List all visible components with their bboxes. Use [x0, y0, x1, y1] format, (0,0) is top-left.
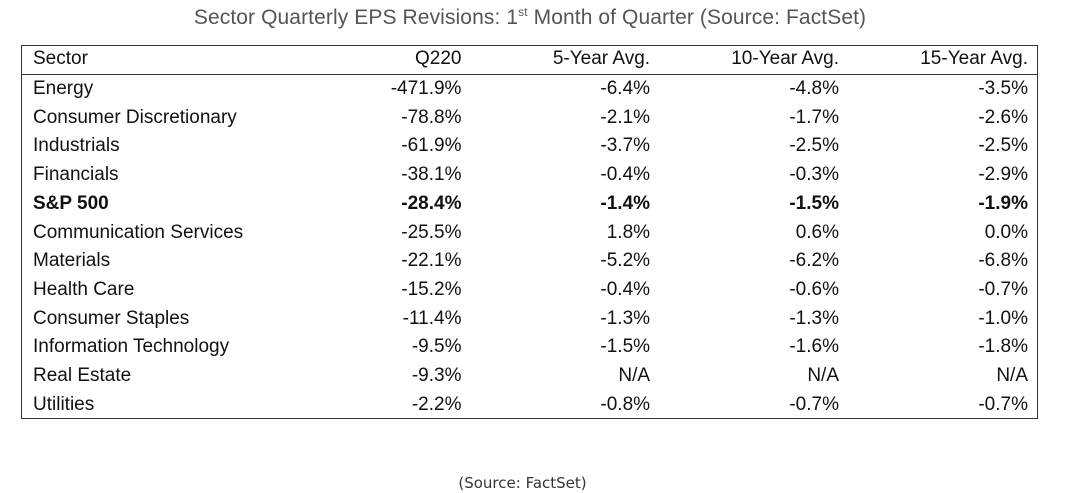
sector-name-cell: Consumer Staples — [33, 307, 190, 329]
15yr-avg-value-cell: N/A — [996, 365, 1028, 387]
q220-value-cell: -2.2% — [411, 393, 462, 415]
10yr-avg-value-cell: -2.5% — [789, 135, 839, 157]
title-superscript: st — [518, 5, 528, 19]
title-text-before: Sector Quarterly EPS Revisions: 1 — [193, 6, 519, 29]
sector-name-cell: Health Care — [33, 278, 135, 300]
table-row: Financials -38.1% -0.4% -0.3% -2.9% — [21, 161, 1038, 190]
5yr-avg-value-cell: -6.4% — [600, 78, 651, 99]
q220-value-cell: -9.3% — [411, 365, 462, 387]
q220-value-cell: -61.9% — [401, 135, 462, 157]
15yr-avg-value-cell: -0.7% — [978, 278, 1028, 300]
q220-value-cell: -22.1% — [401, 250, 462, 272]
table-row: Energy -471.9% -6.4% -4.8% -3.5% — [21, 75, 1038, 104]
10yr-avg-value-cell: -1.3% — [789, 307, 839, 329]
10yr-avg-value-cell: N/A — [807, 365, 839, 387]
table-row: Utilities -2.2% -0.8% -0.7% -0.7% — [21, 391, 1038, 420]
15yr-avg-value-cell: -6.8% — [978, 250, 1028, 272]
q220-value-cell: -78.8% — [401, 106, 462, 128]
q220-value-cell: -9.5% — [411, 336, 462, 358]
5yr-avg-value-cell: -5.2% — [600, 250, 651, 272]
column-header-10yr: 10-Year Avg. — [650, 45, 839, 75]
table-row: Information Technology -9.5% -1.5% -1.6% -1.… — [21, 333, 1038, 362]
column-header-15yr: 15-Year Avg. — [839, 45, 1038, 75]
q220-value-cell: -25.5% — [401, 221, 462, 243]
table-row: Materials -22.1% -5.2% -6.2% -6.8% — [21, 247, 1038, 276]
sector-name-cell: Consumer Discretionary — [33, 106, 237, 128]
5yr-avg-value-cell: N/A — [618, 365, 651, 387]
15yr-avg-value-cell: -2.9% — [978, 164, 1028, 186]
column-header-sector: Sector — [21, 45, 351, 75]
header-row: Sector Q220 5-Year Avg. 10-Year Avg. 15-… — [21, 45, 1038, 75]
5yr-avg-value-cell: -0.8% — [600, 393, 651, 415]
sector-name-cell: Real Estate — [33, 365, 132, 387]
10yr-avg-value-cell: -1.7% — [789, 106, 839, 128]
column-header-5yr: 5-Year Avg. — [461, 45, 651, 75]
table-row: Consumer Discretionary -78.8% -2.1% -1.7% -2… — [21, 104, 1038, 133]
5yr-avg-value-cell: -1.3% — [600, 307, 651, 329]
15yr-avg-value-cell: -1.8% — [978, 336, 1028, 358]
table-body: Energy -471.9% -6.4% -4.8% -3.5% Consumer Dis… — [21, 75, 1038, 420]
eps-revisions-table: Sector Q220 5-Year Avg. 10-Year Avg. 15-… — [21, 45, 1038, 419]
column-header-q220: Q220 — [350, 45, 462, 75]
15yr-avg-value-cell: -1.9% — [978, 192, 1028, 214]
5yr-avg-value-cell: -2.1% — [600, 106, 651, 128]
q220-value-cell: -38.1% — [401, 164, 462, 186]
title-text-after: Month of Quarter (Source: FactSet) — [527, 6, 867, 29]
10yr-avg-value-cell: -1.6% — [789, 336, 839, 358]
5yr-avg-value-cell: -3.7% — [600, 135, 651, 157]
table-title: Sector Quarterly EPS Revisions: 1st Mont… — [0, 5, 1060, 30]
table-row: Consumer Staples -11.4% -1.3% -1.3% -1.0% — [21, 305, 1038, 334]
5yr-avg-value-cell: -0.4% — [600, 278, 651, 300]
sector-name-cell: S&P 500 — [33, 192, 109, 214]
sector-name-cell: Information Technology — [33, 336, 230, 358]
10yr-avg-value-cell: -0.6% — [789, 278, 839, 300]
15yr-avg-value-cell: -3.5% — [978, 78, 1028, 99]
10yr-avg-value-cell: -4.8% — [789, 78, 839, 99]
10yr-avg-value-cell: -6.2% — [789, 250, 839, 272]
5yr-avg-value-cell: -0.4% — [600, 164, 651, 186]
10yr-avg-value-cell: -0.7% — [789, 393, 839, 415]
sector-name-cell: Communication Services — [33, 221, 244, 243]
sector-name-cell: Industrials — [33, 135, 120, 157]
table-row: Industrials -61.9% -3.7% -2.5% -2.5% — [21, 132, 1038, 161]
source-caption: (Source: FactSet) — [458, 474, 587, 492]
15yr-avg-value-cell: -2.6% — [978, 106, 1028, 128]
table-row: Health Care -15.2% -0.4% -0.6% -0.7% — [21, 276, 1038, 305]
sector-name-cell: Energy — [33, 78, 94, 99]
sector-name-cell: Materials — [33, 250, 111, 272]
q220-value-cell: -15.2% — [401, 278, 462, 300]
15yr-avg-value-cell: -0.7% — [978, 393, 1028, 415]
5yr-avg-value-cell: -1.5% — [600, 336, 651, 358]
10yr-avg-value-cell: 0.6% — [795, 221, 839, 243]
15yr-avg-value-cell: -2.5% — [978, 135, 1028, 157]
table-row: Real Estate -9.3% N/A N/A N/A — [21, 362, 1038, 391]
q220-value-cell: -28.4% — [401, 192, 462, 214]
table-row: S&P 500 -28.4% -1.4% -1.5% -1.9% — [21, 190, 1038, 219]
sector-name-cell: Financials — [33, 164, 119, 186]
10yr-avg-value-cell: -1.5% — [789, 192, 839, 214]
15yr-avg-value-cell: -1.0% — [978, 307, 1028, 329]
5yr-avg-value-cell: -1.4% — [600, 192, 651, 214]
15yr-avg-value-cell: 0.0% — [984, 221, 1028, 243]
q220-value-cell: -11.4% — [402, 307, 462, 329]
5yr-avg-value-cell: 1.8% — [606, 221, 651, 243]
sector-name-cell: Utilities — [33, 393, 95, 415]
10yr-avg-value-cell: -0.3% — [789, 164, 839, 186]
table-row: Communication Services -25.5% 1.8% 0.6% 0.0% — [21, 219, 1038, 248]
q220-value-cell: -471.9% — [390, 78, 462, 99]
